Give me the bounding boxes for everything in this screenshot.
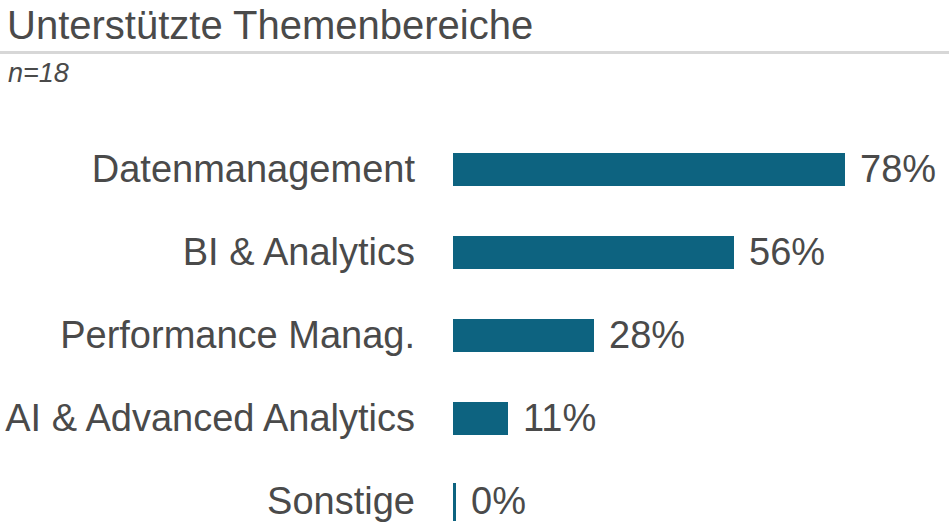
bar-track: 28% <box>453 294 949 377</box>
bar <box>453 402 508 435</box>
bar <box>453 319 594 352</box>
bar-track: 78% <box>453 128 949 211</box>
value-label: 56% <box>749 231 825 274</box>
chart-page: Unterstützte Themenbereiche n=18 Datenma… <box>0 0 949 524</box>
bar-track: 56% <box>453 211 949 294</box>
zero-bar <box>453 483 456 521</box>
value-label: 0% <box>471 480 526 523</box>
chart-row: AI & Advanced Analytics 11% <box>0 377 949 460</box>
chart-title: Unterstützte Themenbereiche <box>7 1 533 49</box>
bar-track: 0% <box>453 460 949 524</box>
sample-size-label: n=18 <box>8 58 69 89</box>
chart-row: Performance Manag. 28% <box>0 294 949 377</box>
bar <box>453 153 845 186</box>
category-label: Performance Manag. <box>0 314 453 357</box>
bar <box>453 236 734 269</box>
title-divider <box>0 51 949 54</box>
bar-track: 11% <box>453 377 949 460</box>
value-label: 28% <box>609 314 685 357</box>
category-label: AI & Advanced Analytics <box>0 397 453 440</box>
category-label: Datenmanagement <box>0 148 453 191</box>
value-label: 11% <box>523 397 596 440</box>
category-label: Sonstige <box>0 480 453 523</box>
chart-row: Sonstige 0% <box>0 460 949 524</box>
chart-row: BI & Analytics 56% <box>0 211 949 294</box>
bar-chart: Datenmanagement 78% BI & Analytics 56% Perfo… <box>0 128 949 524</box>
chart-row: Datenmanagement 78% <box>0 128 949 211</box>
category-label: BI & Analytics <box>0 231 453 274</box>
value-label: 78% <box>860 148 936 191</box>
